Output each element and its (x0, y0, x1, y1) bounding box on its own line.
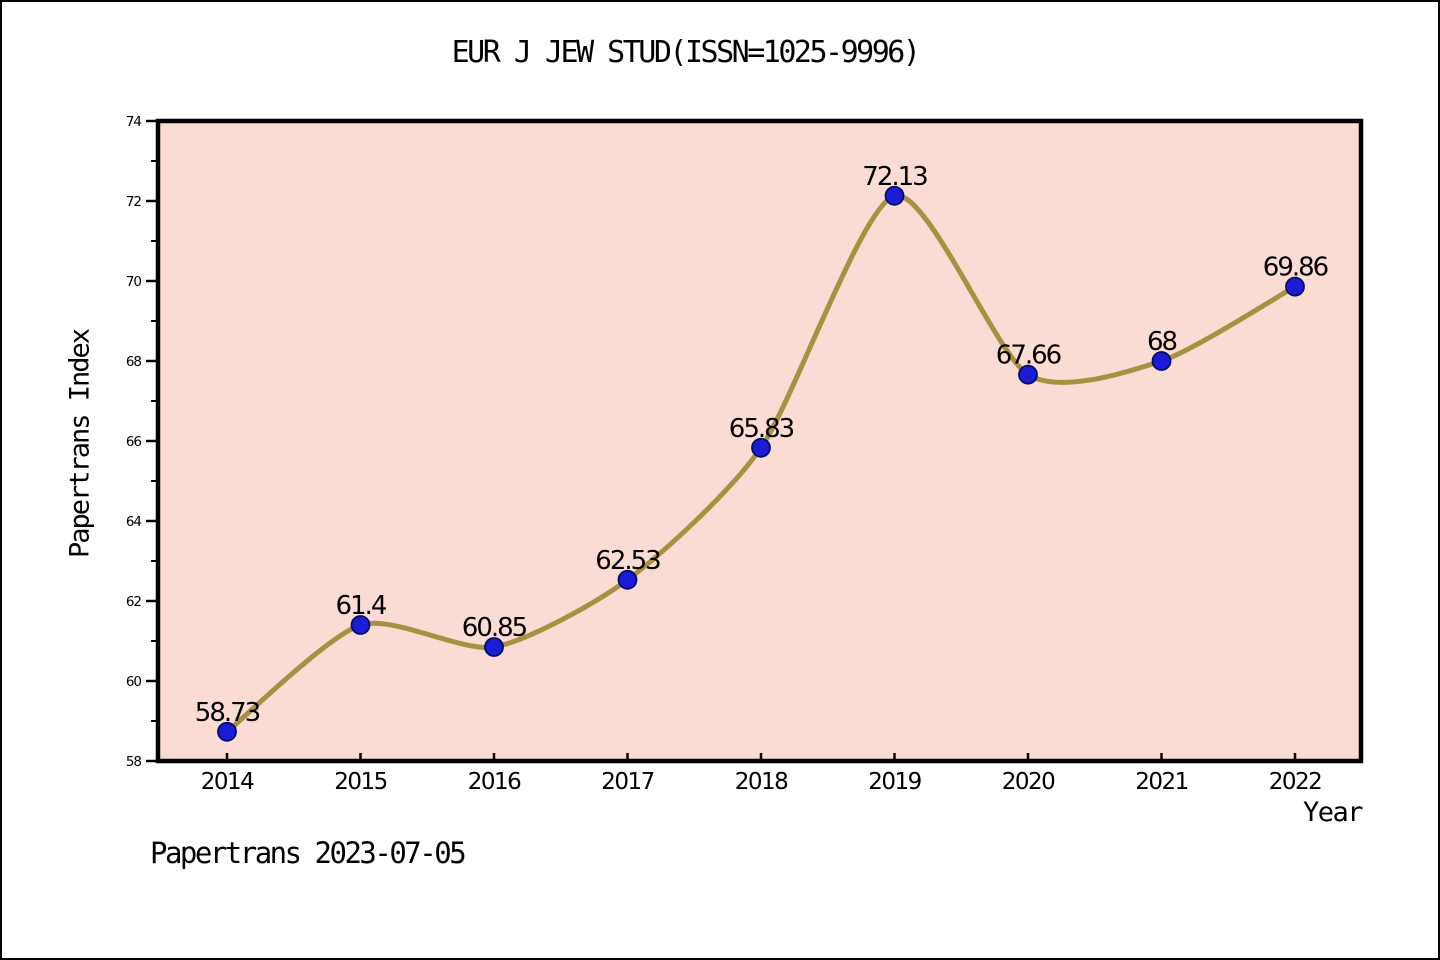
data-point-label: 67.66 (996, 341, 1061, 371)
y-tick-label: 66 (126, 434, 142, 450)
data-point-label: 61.4 (336, 591, 387, 621)
x-tick-label: 2020 (1002, 769, 1055, 795)
data-line (224, 193, 1298, 735)
x-tick-label: 2017 (601, 769, 654, 795)
data-point (484, 637, 504, 657)
data-point-label: 58.73 (195, 698, 260, 728)
x-tick-label: 2015 (334, 769, 387, 795)
x-tick-label: 2022 (1269, 769, 1322, 795)
data-point-label: 68 (1147, 327, 1177, 357)
x-tick-label: 2019 (868, 769, 921, 795)
data-point-label: 72.13 (862, 162, 927, 192)
data-point-label: 65.83 (729, 414, 794, 444)
data-point-label: 69.86 (1263, 253, 1328, 283)
data-point-label: 60.85 (462, 613, 527, 643)
data-point (751, 437, 771, 458)
y-tick-label: 74 (126, 114, 142, 130)
y-tick-label: 72 (126, 194, 142, 210)
x-tick-label: 2021 (1135, 769, 1188, 795)
data-point (1151, 351, 1172, 371)
data-point (884, 185, 905, 206)
data-point (617, 569, 638, 590)
data-point (217, 721, 237, 742)
chart-title: EUR J JEW STUD(ISSN=1025-9996) (451, 35, 921, 70)
y-tick-label: 70 (126, 274, 142, 290)
x-tick-label: 2018 (735, 769, 788, 795)
x-axis-label: Year (1302, 797, 1364, 828)
y-tick-label: 58 (126, 754, 142, 770)
y-tick-label: 64 (126, 514, 142, 530)
x-tick-label: 2016 (468, 769, 521, 795)
x-tick-label: 2014 (201, 769, 254, 795)
data-point (350, 615, 371, 635)
y-tick-label: 60 (126, 674, 142, 690)
data-point-label: 62.53 (595, 546, 660, 576)
data-point (1018, 364, 1038, 385)
watermark-text: Papertrans 2023-07-05 (150, 836, 467, 870)
y-tick-label: 68 (126, 354, 142, 370)
y-tick-label: 62 (126, 594, 142, 610)
data-point (1285, 276, 1305, 297)
axis-frame (155, 118, 1364, 764)
